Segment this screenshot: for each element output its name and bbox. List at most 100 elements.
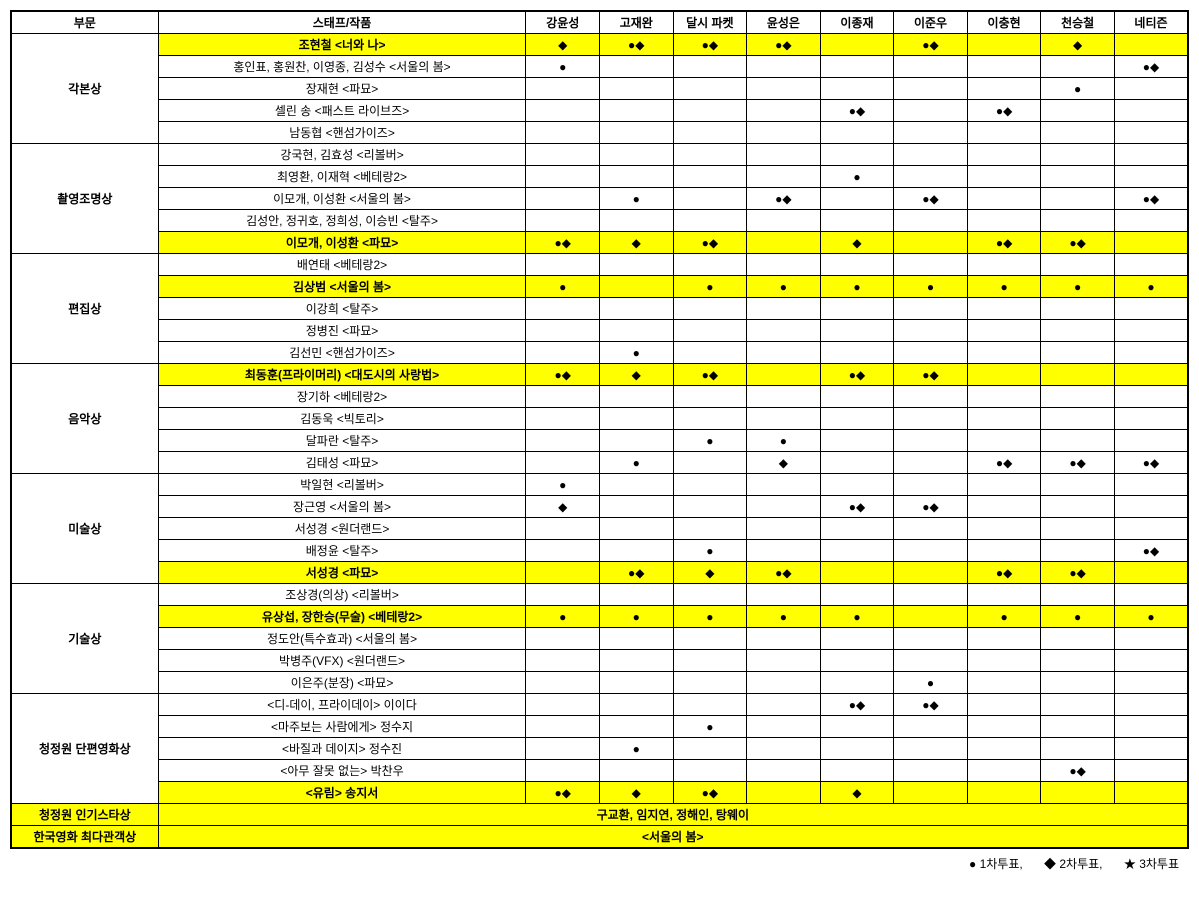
vote-cell [967, 496, 1041, 518]
vote-cell [600, 474, 674, 496]
table-row: 김동욱 <빅토리> [11, 408, 1188, 430]
vote-cell [600, 694, 674, 716]
vote-cell [820, 298, 894, 320]
vote-cell [894, 738, 968, 760]
footer-label: 청정원 인기스타상 [11, 804, 158, 826]
vote-cell [820, 34, 894, 56]
vote-cell [526, 518, 600, 540]
vote-cell [820, 452, 894, 474]
title-cell: 조상경(의상) <리볼버> [158, 584, 526, 606]
vote-cell: ●◆ [967, 232, 1041, 254]
vote-cell [673, 298, 747, 320]
vote-cell [747, 496, 821, 518]
vote-cell [1041, 56, 1115, 78]
vote-cell [1041, 144, 1115, 166]
vote-cell: ● [1041, 276, 1115, 298]
vote-cell [526, 760, 600, 782]
vote-cell [820, 210, 894, 232]
vote-cell [820, 408, 894, 430]
vote-cell: ◆ [820, 232, 894, 254]
vote-cell [526, 100, 600, 122]
vote-cell: ●◆ [1041, 232, 1115, 254]
vote-cell [1114, 650, 1188, 672]
vote-cell: ●◆ [820, 694, 894, 716]
footer-row: 한국영화 최다관객상<서울의 봄> [11, 826, 1188, 849]
vote-cell [820, 628, 894, 650]
vote-cell [967, 474, 1041, 496]
vote-cell: ●◆ [600, 562, 674, 584]
vote-cell [600, 254, 674, 276]
vote-cell: ● [1041, 606, 1115, 628]
vote-cell [673, 166, 747, 188]
title-cell: 조현철 <너와 나> [158, 34, 526, 56]
title-cell: 이강희 <탈주> [158, 298, 526, 320]
table-row: 이은주(분장) <파묘>● [11, 672, 1188, 694]
vote-cell [967, 364, 1041, 386]
vote-cell [1041, 540, 1115, 562]
vote-cell [967, 782, 1041, 804]
vote-cell [747, 672, 821, 694]
vote-cell: ● [747, 606, 821, 628]
vote-cell: ●◆ [526, 232, 600, 254]
vote-cell: ● [600, 188, 674, 210]
legend: ● 1차투표, ◆ 2차투표, ★ 3차투표 [10, 849, 1189, 872]
vote-cell [673, 408, 747, 430]
vote-cell [820, 188, 894, 210]
vote-cell [894, 562, 968, 584]
vote-cell [673, 386, 747, 408]
vote-cell [673, 122, 747, 144]
vote-cell [747, 628, 821, 650]
vote-cell [747, 540, 821, 562]
vote-cell [673, 496, 747, 518]
vote-cell [894, 100, 968, 122]
vote-cell [894, 298, 968, 320]
table-row: 정도안(특수효과) <서울의 봄> [11, 628, 1188, 650]
vote-cell [1114, 342, 1188, 364]
table-row: <아무 잘못 없는> 박찬우●◆ [11, 760, 1188, 782]
title-cell: <디-데이, 프라이데이> 이이다 [158, 694, 526, 716]
col-voter: 강윤성 [526, 11, 600, 34]
title-cell: 김성안, 정귀호, 정희성, 이승빈 <탈주> [158, 210, 526, 232]
vote-cell [673, 738, 747, 760]
vote-cell: ●◆ [1114, 188, 1188, 210]
vote-cell [673, 320, 747, 342]
vote-cell: ● [894, 276, 968, 298]
vote-cell [894, 320, 968, 342]
vote-cell [967, 144, 1041, 166]
vote-cell [600, 276, 674, 298]
vote-cell [673, 78, 747, 100]
vote-cell [673, 650, 747, 672]
vote-cell [894, 166, 968, 188]
vote-cell [747, 518, 821, 540]
vote-cell: ● [673, 606, 747, 628]
vote-cell [600, 100, 674, 122]
vote-cell [894, 782, 968, 804]
vote-cell [820, 540, 894, 562]
vote-cell: ●◆ [747, 34, 821, 56]
vote-cell: ●◆ [894, 34, 968, 56]
vote-cell: ●◆ [967, 562, 1041, 584]
vote-cell [967, 518, 1041, 540]
vote-cell [600, 760, 674, 782]
vote-cell [967, 694, 1041, 716]
vote-cell [967, 166, 1041, 188]
vote-cell [894, 254, 968, 276]
vote-cell: ● [1114, 606, 1188, 628]
vote-cell: ● [1041, 78, 1115, 100]
vote-cell [820, 342, 894, 364]
title-cell: 배정윤 <탈주> [158, 540, 526, 562]
title-cell: 셀린 송 <패스트 라이브즈> [158, 100, 526, 122]
vote-cell [600, 540, 674, 562]
vote-cell [747, 78, 821, 100]
vote-cell [967, 716, 1041, 738]
vote-cell [526, 78, 600, 100]
vote-cell [526, 430, 600, 452]
vote-cell [600, 408, 674, 430]
header-row: 부문 스태프/작품 강윤성고재완달시 파켓윤성은이종재이준우이충현천승철네티즌 [11, 11, 1188, 34]
vote-cell: ●◆ [526, 364, 600, 386]
vote-cell [1041, 672, 1115, 694]
vote-cell [600, 144, 674, 166]
title-cell: 최동훈(프라이머리) <대도시의 사랑법> [158, 364, 526, 386]
table-row: 서성경 <파묘>●◆◆●◆●◆●◆ [11, 562, 1188, 584]
vote-cell [820, 518, 894, 540]
